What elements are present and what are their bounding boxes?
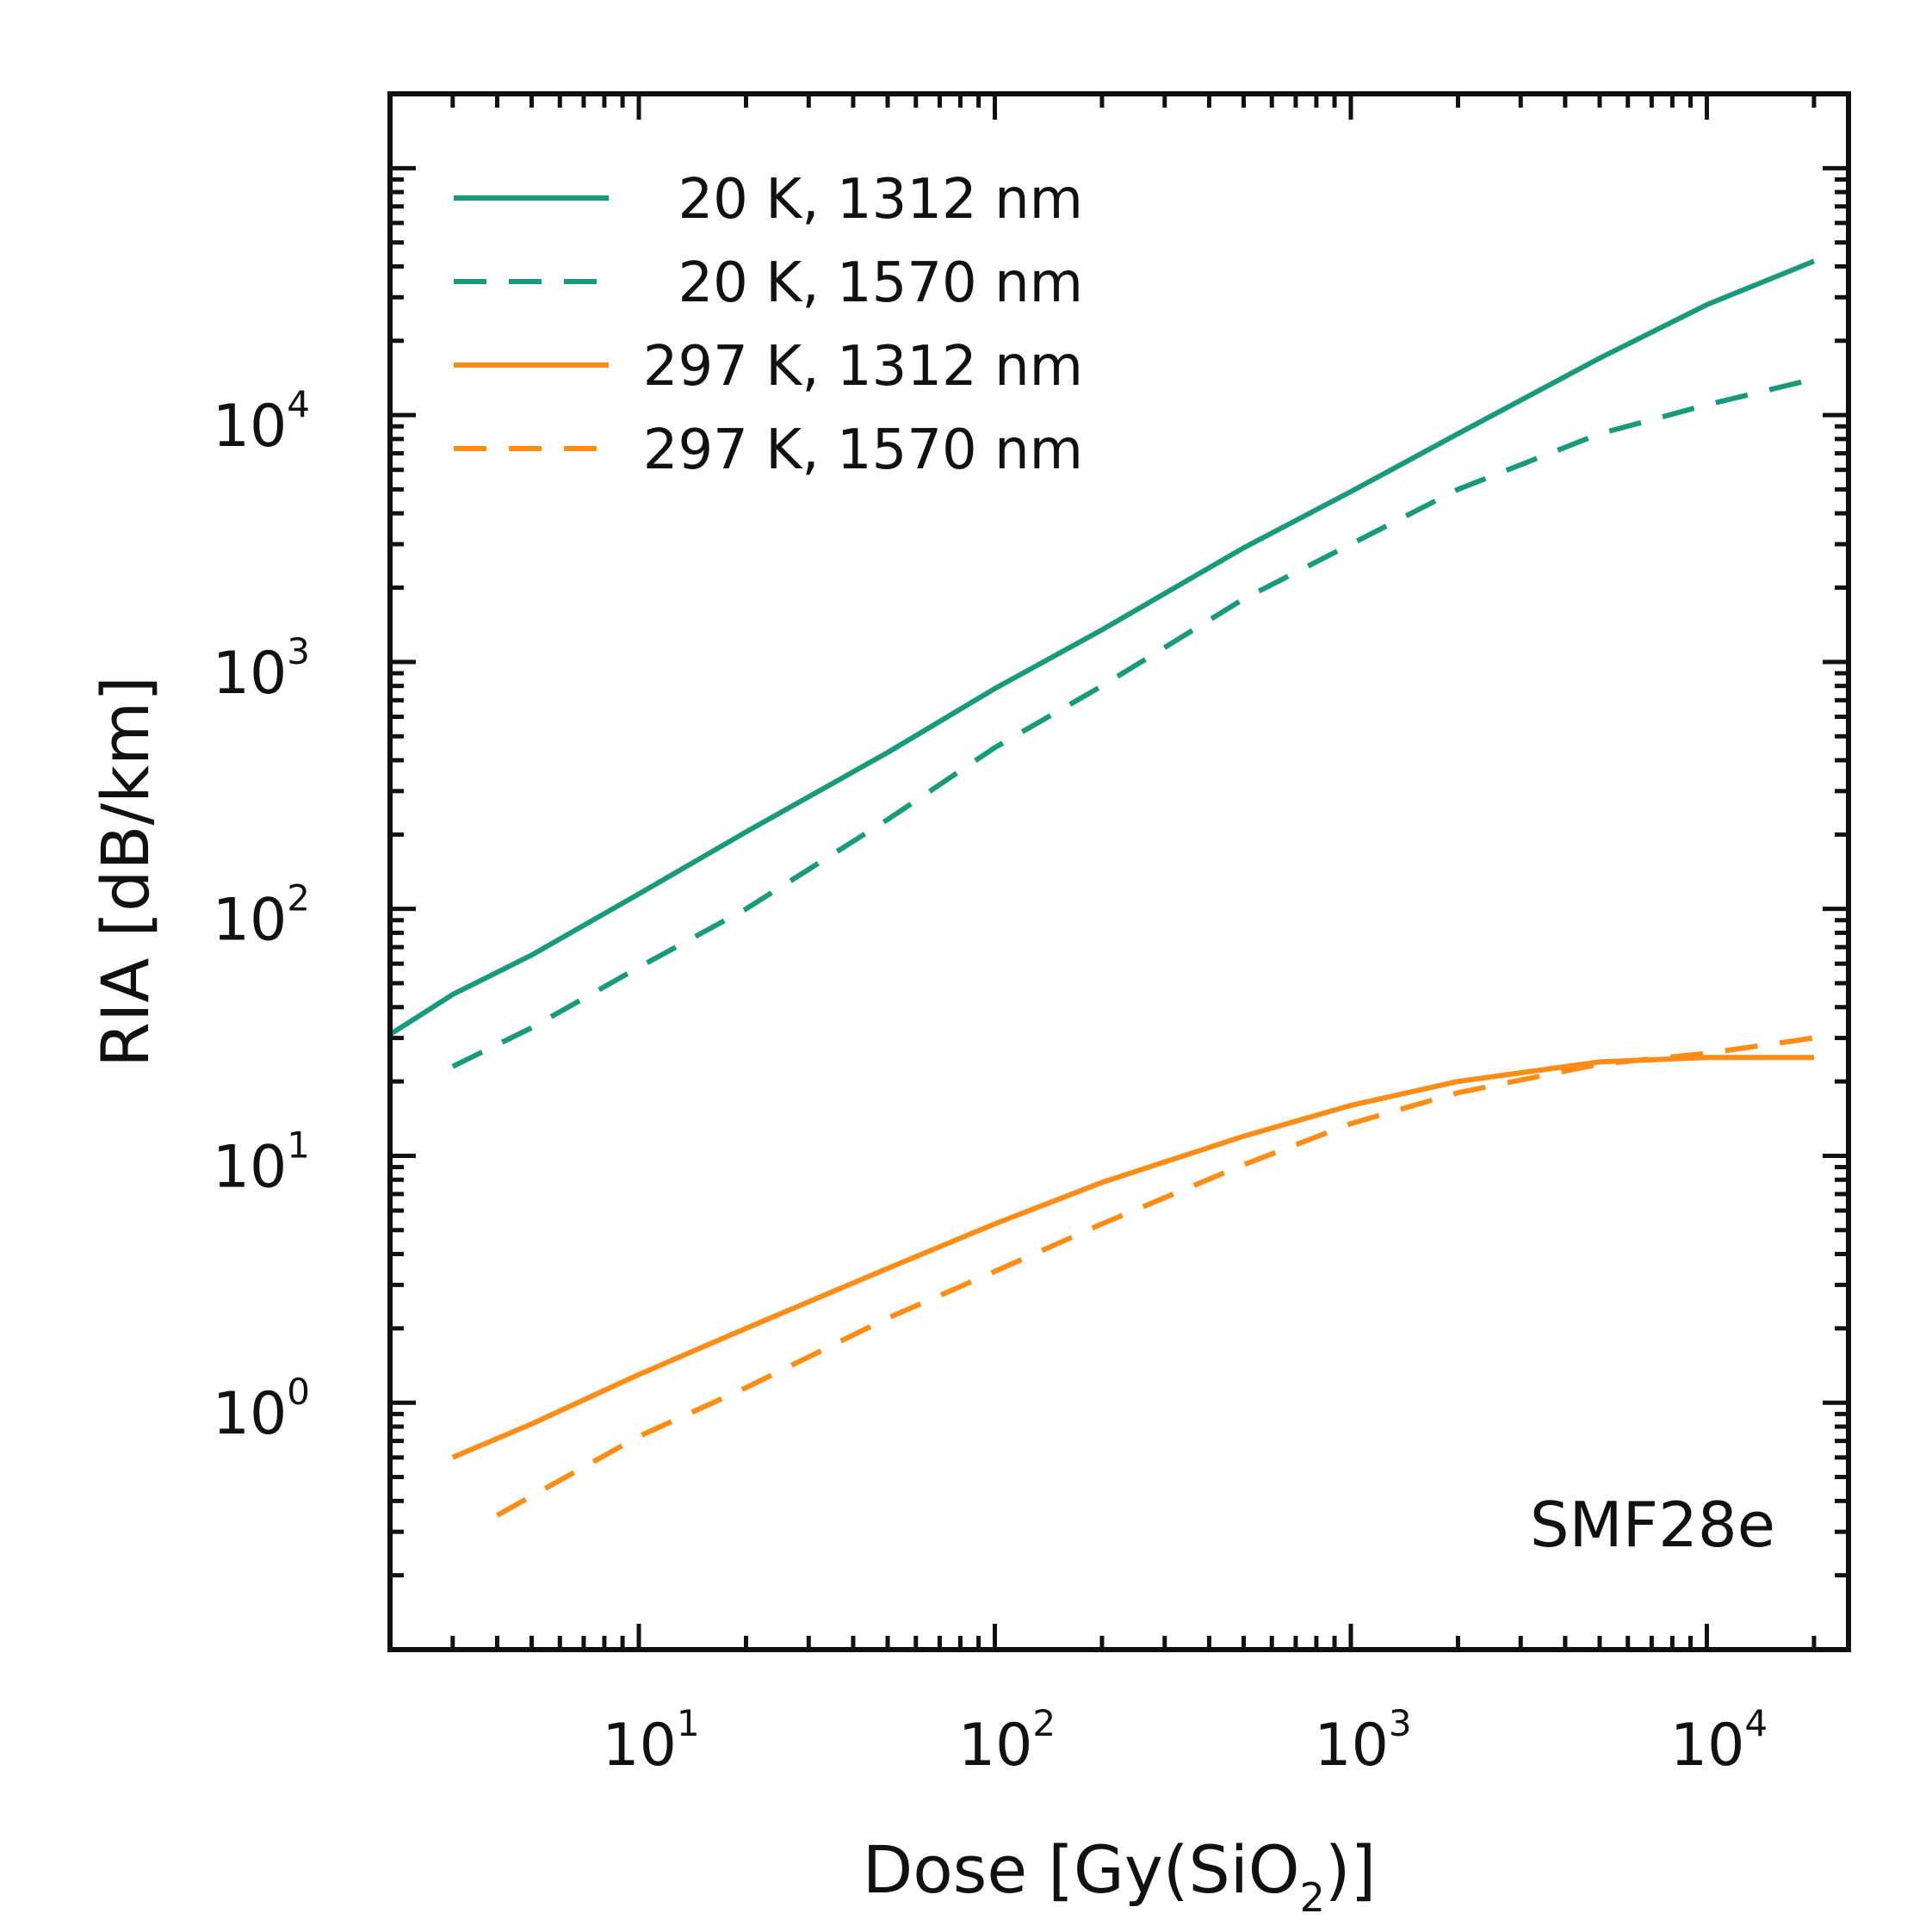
legend: 20 K, 1312 nm 20 K, 1570 nm 297 K, 1312 nm… — [454, 168, 1083, 482]
axis-ticks — [387, 91, 1848, 1652]
y-tick-base: 10 — [213, 1380, 288, 1448]
y-tick-label: 104 — [213, 383, 310, 461]
y-tick-base: 10 — [213, 1133, 288, 1201]
y-tick-exponent: 1 — [287, 1124, 310, 1166]
x-tick-exponent: 4 — [1744, 1702, 1768, 1744]
x-tick-base: 10 — [1314, 1712, 1389, 1780]
y-tick-label: 103 — [213, 630, 310, 708]
x-tick-label: 104 — [1670, 1702, 1768, 1780]
x-tick-base: 10 — [958, 1712, 1033, 1780]
x-tick-label: 103 — [1314, 1702, 1411, 1780]
series-lines — [388, 258, 1816, 1518]
x-axis-title-subscript: 2 — [1300, 1874, 1325, 1921]
x-axis-title-main: Dose [Gy(SiO — [863, 1831, 1300, 1908]
legend-label-4: 297 K, 1570 nm — [643, 418, 1083, 482]
x-tick-exponent: 2 — [1032, 1702, 1056, 1744]
x-tick-exponent: 3 — [1389, 1702, 1412, 1744]
plot-frame — [387, 91, 1851, 1652]
series-line-1 — [388, 258, 1816, 1037]
y-tick-exponent: 0 — [287, 1371, 310, 1413]
y-tick-exponent: 3 — [287, 630, 310, 672]
y-tick-base: 10 — [213, 393, 288, 461]
x-tick-base: 10 — [1670, 1712, 1745, 1780]
x-axis-title-tail: )] — [1325, 1831, 1376, 1908]
y-tick-exponent: 2 — [287, 877, 310, 920]
y-tick-label: 101 — [213, 1124, 310, 1201]
y-tick-exponent: 4 — [287, 383, 310, 425]
x-tick-label: 102 — [958, 1702, 1056, 1780]
x-tick-exponent: 1 — [677, 1702, 700, 1744]
y-tick-label: 102 — [213, 877, 310, 955]
y-tick-base: 10 — [213, 887, 288, 955]
series-line-4 — [496, 1035, 1815, 1518]
legend-label-1: 20 K, 1312 nm — [678, 168, 1083, 232]
y-tick-label: 100 — [213, 1371, 310, 1448]
y-tick-base: 10 — [213, 640, 288, 708]
x-tick-label: 101 — [602, 1702, 699, 1780]
y-axis-title: RIA [dB/km] — [87, 676, 164, 1068]
x-tick-base: 10 — [602, 1712, 677, 1780]
series-line-3 — [451, 1055, 1814, 1460]
x-axis-title: Dose [Gy(SiO2)] — [863, 1831, 1376, 1921]
legend-label-2: 20 K, 1570 nm — [678, 251, 1083, 315]
fiber-annotation: SMF28e — [1530, 1489, 1775, 1561]
legend-label-3: 297 K, 1312 nm — [643, 335, 1083, 399]
